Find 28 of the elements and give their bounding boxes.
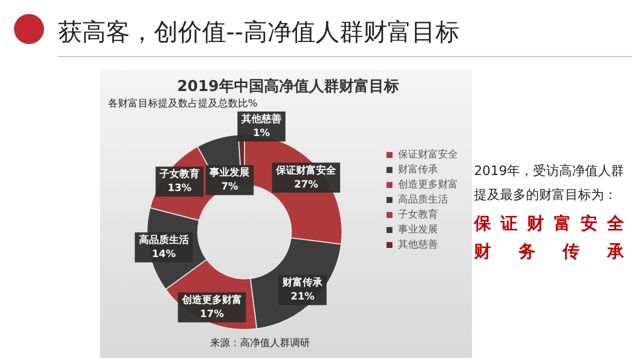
- slice-label: 保证财富安全: [275, 164, 338, 176]
- legend-label: 其他慈善: [398, 238, 438, 251]
- slice-label: 事业发展: [208, 166, 250, 179]
- legend-label: 子女教育: [398, 208, 438, 221]
- legend-label: 保证财富安全: [398, 148, 458, 161]
- slice-label: 财富传承: [282, 276, 324, 289]
- text: 2019年，受访高净值人群提及最多的财富目标为：: [474, 163, 626, 205]
- slice-label: 高品质生活: [138, 234, 189, 246]
- text: 保证财富安全: [474, 213, 624, 235]
- slice-label: 创造更多财富: [180, 294, 242, 306]
- data-label: 1%: [252, 128, 270, 140]
- chart-subtitle: 各财富目标提及数占提及总数比%: [108, 98, 258, 110]
- source-note: 来源：高净值人群调研: [210, 336, 310, 350]
- data-label: 21%: [290, 292, 315, 303]
- data-label: 17%: [200, 308, 224, 320]
- chart-title: 2019年中国高净值人群财富目标: [177, 76, 399, 95]
- legend-label: 高品质生活: [398, 194, 448, 206]
- slice-label: 子女教育: [158, 168, 200, 180]
- legend-label: 创造更多财富: [398, 178, 458, 191]
- legend-label: 财富传承: [398, 164, 438, 176]
- data-label: 27%: [294, 179, 318, 190]
- data-label: 14%: [152, 248, 176, 260]
- slice-label: 其他慈善: [240, 113, 282, 126]
- data-label: 13%: [168, 183, 192, 194]
- text: 获高客，创价值--高净值人群财富目标: [58, 17, 460, 48]
- text: 财务传承: [474, 241, 624, 263]
- legend-label: 事业发展: [398, 224, 438, 236]
- data-label: 7%: [221, 182, 238, 193]
